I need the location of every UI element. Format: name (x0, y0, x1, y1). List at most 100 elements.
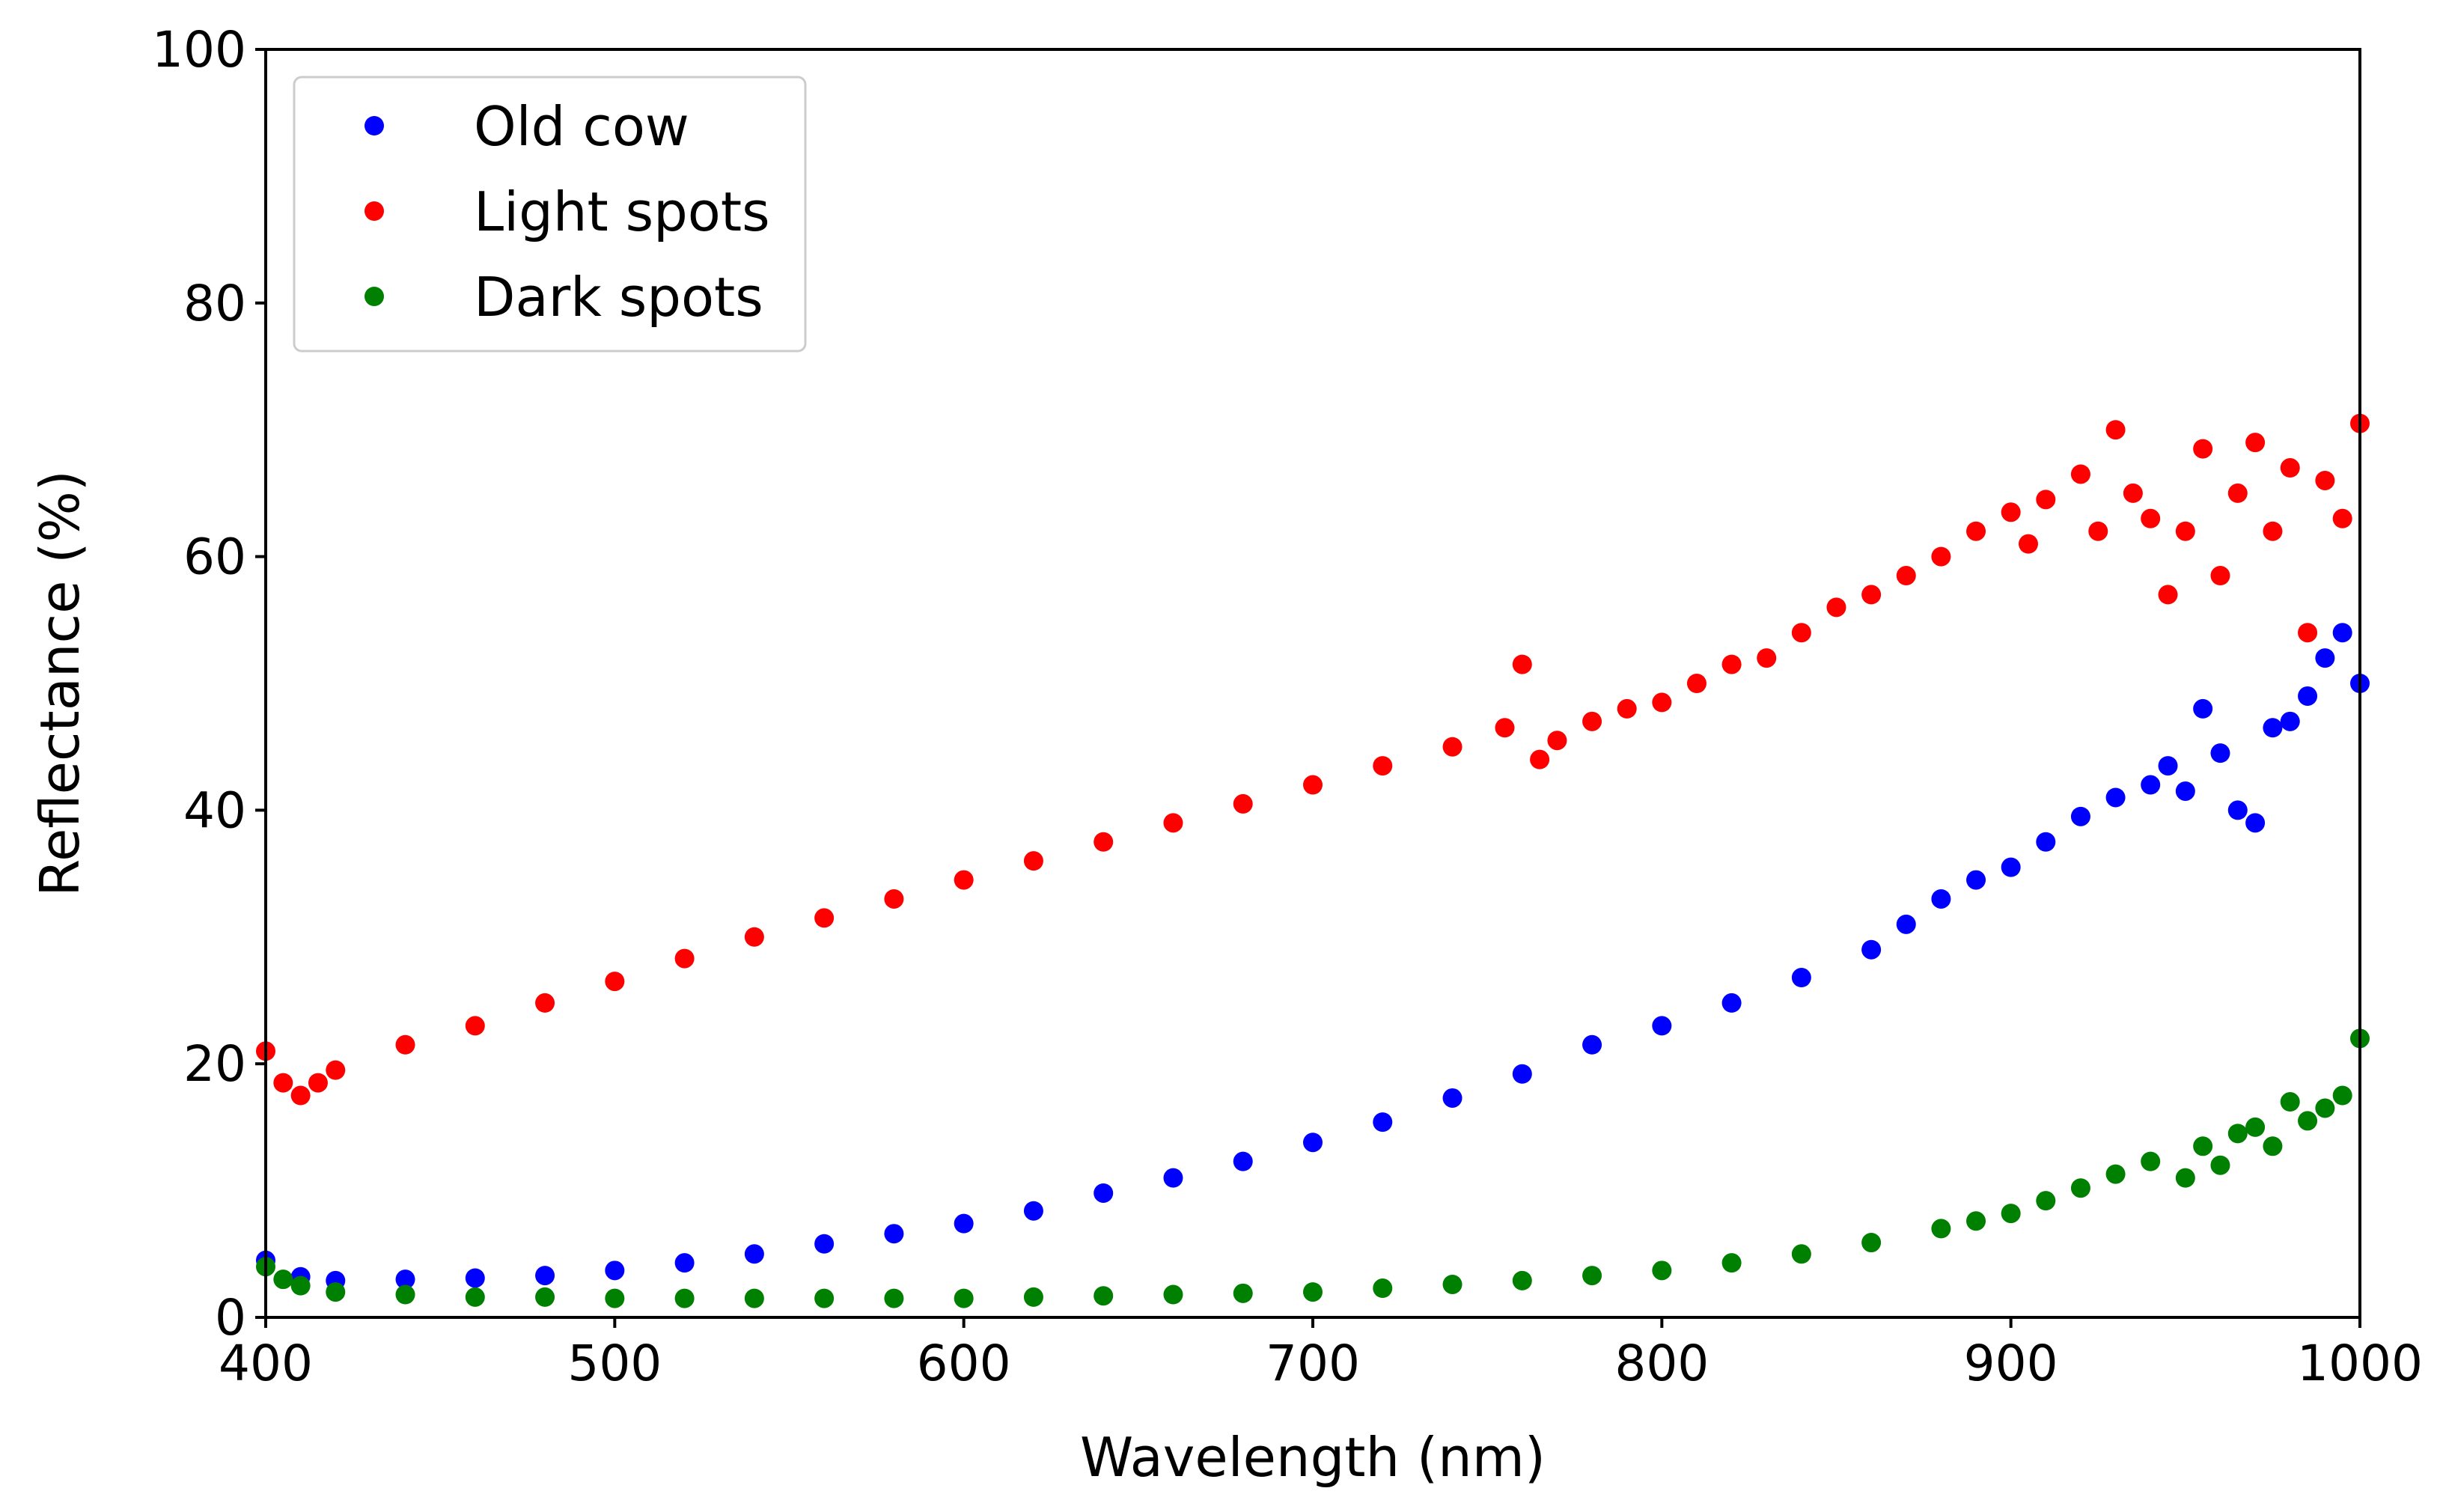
data-point-light-spots (884, 888, 904, 909)
legend-marker-light-spots (365, 201, 384, 221)
x-tick-label-800: 800 (1614, 1335, 1709, 1392)
data-point-light-spots (1373, 756, 1393, 776)
data-point-light-spots (1931, 546, 1951, 567)
data-point-old-cow (2193, 698, 2213, 719)
data-point-old-cow (395, 1269, 415, 1290)
y-tick-label-20: 20 (183, 1035, 246, 1093)
data-point-light-spots (2070, 464, 2090, 484)
data-point-dark-spots (814, 1288, 835, 1308)
data-point-light-spots (814, 908, 835, 928)
data-point-dark-spots (1094, 1286, 1114, 1306)
data-point-old-cow (1791, 968, 1811, 988)
data-point-old-cow (1373, 1112, 1393, 1133)
data-point-light-spots (308, 1073, 328, 1093)
data-point-light-spots (1303, 775, 1323, 795)
data-point-light-spots (2175, 521, 2195, 541)
data-point-light-spots (1826, 597, 1846, 618)
y-tick-label-40: 40 (183, 781, 246, 839)
data-point-dark-spots (2105, 1164, 2126, 1184)
data-point-light-spots (2298, 623, 2318, 643)
data-point-dark-spots (395, 1284, 415, 1305)
data-point-old-cow (2001, 857, 2021, 877)
data-point-light-spots (2088, 521, 2108, 541)
data-point-old-cow (1094, 1183, 1114, 1203)
data-point-light-spots (2036, 490, 2056, 510)
data-point-old-cow (1721, 993, 1742, 1013)
data-point-old-cow (2070, 806, 2090, 826)
data-point-light-spots (674, 948, 695, 969)
data-point-dark-spots (674, 1288, 695, 1308)
data-point-light-spots (744, 927, 764, 947)
y-axis-label: Reflectance (%) (28, 470, 91, 897)
data-point-dark-spots (1791, 1244, 1811, 1264)
data-point-light-spots (1791, 623, 1811, 643)
data-point-old-cow (2332, 623, 2352, 643)
data-point-light-spots (1686, 674, 1707, 693)
data-point-old-cow (1582, 1034, 1602, 1055)
data-point-light-spots (2245, 433, 2266, 453)
data-point-light-spots (1023, 851, 1043, 871)
data-point-dark-spots (1652, 1260, 1672, 1281)
data-point-dark-spots (1023, 1287, 1043, 1307)
data-point-light-spots (1896, 566, 1916, 586)
x-tick-label-500: 500 (567, 1335, 662, 1392)
y-tick-label-60: 60 (183, 528, 246, 586)
legend-label-old-cow: Old cow (474, 95, 689, 158)
data-point-dark-spots (884, 1288, 904, 1308)
legend-marker-old-cow (365, 116, 384, 135)
data-point-dark-spots (2193, 1136, 2213, 1156)
data-point-old-cow (1233, 1151, 1253, 1171)
data-point-old-cow (1931, 888, 1951, 909)
data-point-dark-spots (954, 1288, 974, 1308)
data-point-light-spots (1757, 648, 1777, 668)
data-point-old-cow (814, 1234, 835, 1254)
data-point-dark-spots (1512, 1270, 1532, 1290)
data-point-light-spots (2105, 420, 2126, 440)
data-point-old-cow (1896, 914, 1916, 934)
data-point-dark-spots (1721, 1253, 1742, 1273)
y-tick-label-80: 80 (183, 275, 246, 332)
data-point-light-spots (2280, 458, 2300, 478)
data-point-light-spots (1861, 585, 1882, 605)
data-point-light-spots (605, 972, 625, 992)
legend: Old cow Light spots Dark spots (293, 76, 807, 353)
x-axis-label: Wavelength (nm) (1080, 1426, 1546, 1489)
data-point-dark-spots (1442, 1274, 1463, 1294)
data-point-dark-spots (2332, 1085, 2352, 1106)
data-point-old-cow (2263, 718, 2283, 738)
data-point-dark-spots (2263, 1136, 2283, 1156)
data-point-light-spots (2123, 483, 2143, 503)
data-point-old-cow (535, 1266, 555, 1286)
data-point-light-spots (1721, 654, 1742, 674)
data-point-dark-spots (2315, 1098, 2335, 1118)
data-point-dark-spots (1966, 1211, 1986, 1231)
data-point-dark-spots (2070, 1178, 2090, 1198)
data-point-dark-spots (465, 1287, 485, 1307)
data-point-dark-spots (1303, 1282, 1323, 1302)
data-point-dark-spots (1233, 1283, 1253, 1303)
x-tick-label-600: 600 (917, 1335, 1011, 1392)
data-point-old-cow (605, 1260, 625, 1281)
data-point-old-cow (2210, 743, 2230, 763)
data-point-light-spots (273, 1073, 293, 1093)
data-point-light-spots (2158, 585, 2178, 605)
data-point-light-spots (1617, 698, 1637, 719)
data-point-light-spots (395, 1034, 415, 1055)
data-point-old-cow (2245, 813, 2266, 833)
series-light-spots (256, 413, 2370, 1106)
data-point-light-spots (2263, 521, 2283, 541)
data-point-dark-spots (2210, 1155, 2230, 1175)
data-point-light-spots (954, 870, 974, 890)
data-point-light-spots (2018, 534, 2038, 554)
data-point-light-spots (1966, 521, 1986, 541)
data-point-old-cow (2315, 648, 2335, 668)
data-point-light-spots (2332, 508, 2352, 528)
series-dark-spots (256, 1028, 2370, 1308)
data-point-dark-spots (1582, 1266, 1602, 1286)
x-tick-label-900: 900 (1964, 1335, 2058, 1392)
data-point-old-cow (2298, 686, 2318, 706)
data-point-old-cow (1966, 870, 1986, 890)
x-tick-label-1000: 1000 (2297, 1335, 2423, 1392)
data-point-old-cow (465, 1268, 485, 1288)
